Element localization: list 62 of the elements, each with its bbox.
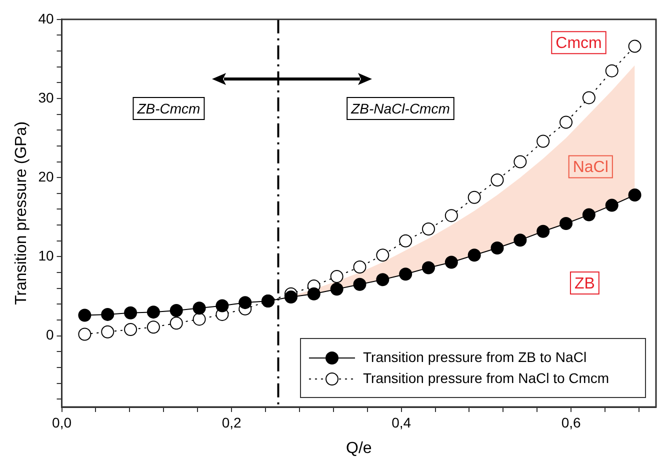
annotation: ZB-Cmcm: [136, 100, 201, 116]
y-axis-title: Transition pressure (GPa): [13, 121, 30, 305]
point: [536, 224, 550, 238]
point: [560, 116, 573, 129]
point: [444, 209, 458, 222]
point: [605, 64, 618, 78]
point: [560, 216, 573, 230]
point: [536, 134, 550, 148]
x-tick-label: 0,4: [392, 414, 412, 430]
x-axis-title: Q/e: [346, 440, 372, 457]
annotation: ZB: [574, 275, 595, 292]
point: [582, 91, 596, 104]
point: [146, 306, 160, 319]
annotation: Cmcm: [556, 35, 602, 52]
point: [422, 222, 435, 236]
point: [514, 234, 527, 247]
point: [78, 328, 92, 341]
point: [353, 278, 366, 291]
point: [78, 308, 92, 322]
point: [146, 320, 160, 334]
point: [192, 302, 206, 315]
point: [170, 304, 183, 317]
point: [330, 270, 344, 283]
point: [284, 290, 298, 304]
point: [376, 248, 390, 262]
point: [605, 198, 618, 212]
point: [399, 268, 412, 281]
point: [170, 316, 183, 330]
legend-label: Transition pressure from NaCl to Cmcm: [363, 369, 610, 388]
point: [101, 308, 114, 321]
y-tick-label: 10: [38, 248, 54, 264]
point: [238, 296, 252, 310]
point: [330, 282, 344, 296]
point: [124, 322, 138, 336]
y-tick-label: 0: [46, 326, 54, 343]
point: [216, 299, 229, 312]
x-tick-label: 0,2: [222, 414, 242, 430]
point: [468, 190, 481, 204]
x-tick-label: 0,6: [561, 414, 582, 430]
point: [628, 188, 642, 202]
y-tick-label: 20: [38, 168, 54, 184]
point: [376, 273, 390, 286]
x-tick-label: 0,0: [52, 414, 72, 430]
point: [628, 40, 642, 53]
point: [353, 260, 366, 274]
point: [490, 242, 504, 255]
point: [422, 261, 435, 274]
point: [399, 234, 412, 248]
point: [101, 325, 114, 338]
y-tick-label: 40: [38, 10, 54, 26]
point: [490, 173, 504, 186]
y-tick-label: 30: [38, 89, 54, 106]
point: [514, 155, 527, 168]
point: [582, 208, 596, 222]
annotation: NaCl: [572, 159, 608, 176]
point: [444, 256, 458, 269]
point: [124, 306, 138, 320]
point: [468, 248, 481, 262]
point: [192, 312, 206, 326]
annotation: ZB-NaCl-Cmcm: [350, 100, 450, 116]
legend-label: Transition pressure from ZB to NaCl: [363, 348, 587, 367]
point: [307, 287, 320, 300]
